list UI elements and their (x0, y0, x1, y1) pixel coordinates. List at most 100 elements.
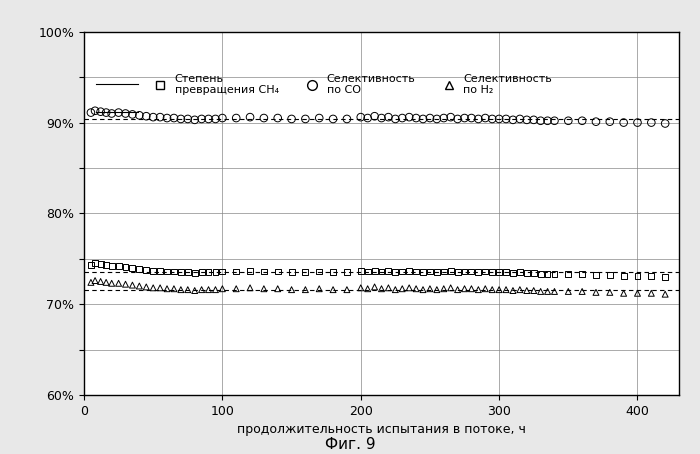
Point (162, 114, 173, 122)
Point (473, 286, 484, 293)
Point (203, 286, 214, 293)
Point (155, 114, 166, 121)
Point (383, 267, 394, 274)
Point (508, 270, 519, 277)
Point (90, 107, 101, 114)
Point (466, 285, 477, 292)
Point (141, 283, 152, 291)
Point (328, 115, 339, 123)
Point (438, 285, 449, 292)
Point (494, 115, 505, 123)
Point (342, 286, 353, 293)
Point (549, 271, 560, 278)
Point (95, 261, 106, 268)
Point (272, 268, 284, 275)
Point (314, 285, 325, 292)
Point (148, 114, 159, 121)
Point (452, 269, 463, 276)
Point (480, 114, 491, 122)
Point (590, 289, 601, 296)
Point (113, 109, 124, 116)
Point (120, 110, 131, 117)
Point (486, 269, 498, 276)
Point (604, 289, 615, 296)
Point (230, 268, 241, 275)
Point (508, 287, 519, 294)
Point (542, 288, 553, 295)
Point (486, 115, 498, 123)
Point (101, 279, 112, 286)
Point (196, 286, 207, 293)
Point (500, 286, 512, 293)
Point (522, 270, 533, 277)
Point (244, 114, 256, 121)
Point (230, 114, 241, 122)
Point (196, 115, 207, 123)
Point (258, 268, 270, 275)
Point (577, 288, 588, 295)
Point (85, 279, 97, 286)
Point (390, 286, 401, 293)
Point (618, 290, 629, 297)
Point (162, 268, 173, 275)
Point (410, 285, 421, 292)
Point (473, 115, 484, 123)
Point (141, 113, 152, 120)
Point (286, 286, 297, 293)
Point (445, 284, 456, 291)
Point (452, 115, 463, 123)
Point (632, 272, 643, 280)
Point (376, 114, 387, 122)
Point (459, 268, 470, 275)
Point (542, 271, 553, 278)
Point (535, 117, 546, 124)
Point (563, 288, 574, 295)
Point (272, 285, 284, 292)
Point (196, 269, 207, 276)
Text: Фиг. 9: Фиг. 9 (325, 438, 375, 453)
Point (300, 269, 311, 276)
Point (182, 269, 193, 276)
Point (590, 118, 601, 125)
Point (390, 115, 401, 123)
Point (314, 268, 325, 275)
Point (85, 109, 97, 116)
Point (328, 269, 339, 276)
Point (217, 285, 228, 292)
Point (645, 272, 657, 280)
Point (101, 262, 112, 269)
Point (210, 115, 221, 123)
Point (542, 117, 553, 124)
Point (168, 114, 179, 122)
Point (134, 112, 145, 119)
Point (155, 284, 166, 291)
Point (355, 114, 366, 121)
Point (342, 269, 353, 276)
Point (563, 117, 574, 124)
Point (431, 286, 442, 293)
Point (577, 271, 588, 278)
Point (604, 118, 615, 125)
Point (95, 278, 106, 285)
Point (410, 268, 421, 275)
Point (535, 271, 546, 278)
Point (230, 285, 241, 292)
Point (604, 271, 615, 279)
Point (577, 117, 588, 124)
Point (659, 291, 671, 298)
Point (217, 268, 228, 275)
Point (494, 286, 505, 293)
Point (369, 113, 380, 120)
Point (645, 290, 657, 297)
Point (244, 284, 256, 291)
Point (528, 270, 539, 277)
Point (500, 115, 512, 123)
Point (369, 267, 380, 274)
Point (632, 119, 643, 126)
Point (113, 262, 124, 270)
Point (376, 285, 387, 292)
Point (404, 114, 415, 121)
Point (659, 120, 671, 127)
Point (424, 114, 435, 122)
Point (101, 109, 112, 116)
